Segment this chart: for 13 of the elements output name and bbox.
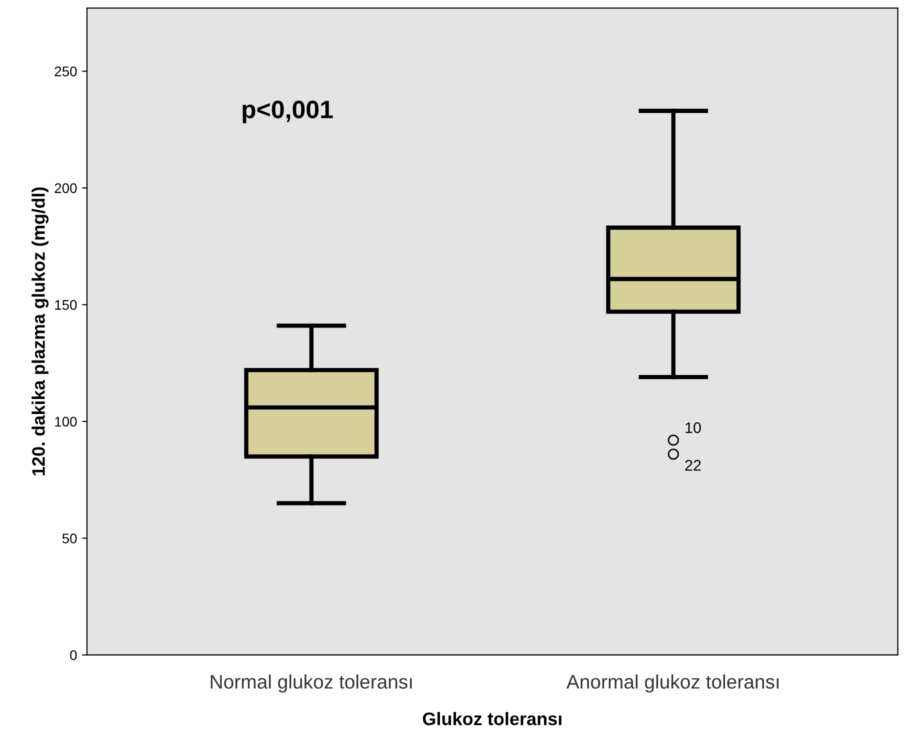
annotation: p<0,001 [242, 100, 333, 124]
y-tick-label: 100 [55, 416, 77, 427]
annotation: 10 [686, 422, 701, 434]
y-tick-label: 200 [54, 183, 77, 194]
y-tick-label: 150 [55, 300, 77, 310]
x-tick-label: Anormal glukoz toleransı [566, 674, 779, 693]
y-tick-label: 250 [54, 66, 77, 76]
annotation: 22 [685, 460, 701, 471]
x-tick-label: Normal glukoz toleransı [210, 674, 412, 693]
y-tick-label: 50 [62, 534, 77, 544]
y-tick-label: 0 [70, 650, 77, 660]
y-axis-title: 120. dakika plazma glukoz (mg/dl) [32, 187, 49, 476]
x-axis-title: Glukoz toleransı [422, 712, 562, 726]
